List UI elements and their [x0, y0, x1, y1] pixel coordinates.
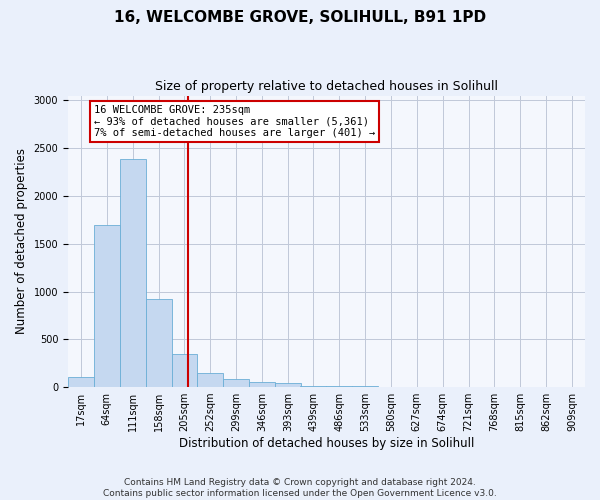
- Bar: [197, 372, 223, 387]
- Bar: [326, 386, 352, 387]
- Bar: [94, 224, 120, 387]
- Bar: [172, 354, 197, 387]
- Bar: [249, 382, 275, 387]
- Text: Contains HM Land Registry data © Crown copyright and database right 2024.
Contai: Contains HM Land Registry data © Crown c…: [103, 478, 497, 498]
- Bar: [275, 384, 301, 387]
- Bar: [146, 299, 172, 387]
- Bar: [223, 380, 249, 387]
- Text: 16, WELCOMBE GROVE, SOLIHULL, B91 1PD: 16, WELCOMBE GROVE, SOLIHULL, B91 1PD: [114, 10, 486, 25]
- Bar: [301, 386, 326, 387]
- Title: Size of property relative to detached houses in Solihull: Size of property relative to detached ho…: [155, 80, 498, 93]
- Bar: [120, 158, 146, 387]
- X-axis label: Distribution of detached houses by size in Solihull: Distribution of detached houses by size …: [179, 437, 474, 450]
- Y-axis label: Number of detached properties: Number of detached properties: [15, 148, 28, 334]
- Bar: [68, 376, 94, 387]
- Text: 16 WELCOMBE GROVE: 235sqm
← 93% of detached houses are smaller (5,361)
7% of sem: 16 WELCOMBE GROVE: 235sqm ← 93% of detac…: [94, 105, 375, 138]
- Bar: [352, 386, 378, 387]
